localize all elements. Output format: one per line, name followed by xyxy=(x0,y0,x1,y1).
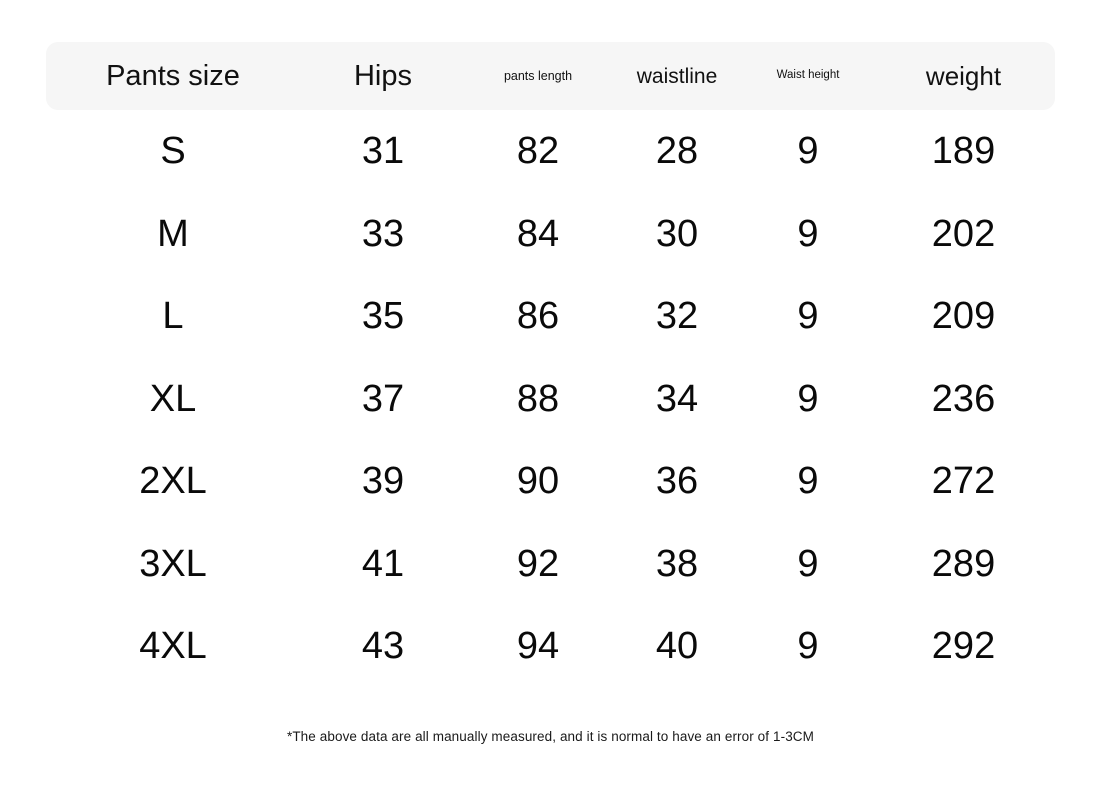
cell-hips: 43 xyxy=(361,625,405,668)
cell-waist-height: 9 xyxy=(797,625,819,668)
column-header-hips: Hips xyxy=(353,59,412,92)
cell-pants-length: 92 xyxy=(516,542,560,585)
cell-size: L xyxy=(162,295,184,338)
cell-size: 3XL xyxy=(139,542,207,585)
cell-waistline: 28 xyxy=(655,130,699,173)
table-row: S 31 82 28 9 189 xyxy=(46,110,1055,193)
column-header-waist-height: Waist height xyxy=(776,69,840,82)
table-body: S 31 82 28 9 189 M 33 84 30 9 202 L 35 8… xyxy=(46,110,1055,688)
cell-waist-height: 9 xyxy=(797,130,819,173)
cell-waist-height: 9 xyxy=(797,295,819,338)
cell-hips: 31 xyxy=(361,130,405,173)
cell-weight: 292 xyxy=(931,625,996,668)
cell-waistline: 38 xyxy=(655,542,699,585)
cell-size: 4XL xyxy=(139,625,207,668)
cell-weight: 236 xyxy=(931,377,996,420)
cell-weight: 289 xyxy=(931,542,996,585)
table-row: XL 37 88 34 9 236 xyxy=(46,358,1055,441)
cell-waistline: 34 xyxy=(655,377,699,420)
cell-hips: 37 xyxy=(361,377,405,420)
column-header-pants-size: Pants size xyxy=(106,59,240,92)
table-row: M 33 84 30 9 202 xyxy=(46,193,1055,276)
cell-weight: 189 xyxy=(931,130,996,173)
table-row: 2XL 39 90 36 9 272 xyxy=(46,440,1055,523)
size-chart-table: Pants size Hips pants length waistline W… xyxy=(46,42,1055,744)
cell-waistline: 32 xyxy=(655,295,699,338)
cell-weight: 272 xyxy=(931,460,996,503)
cell-hips: 33 xyxy=(361,212,405,255)
cell-hips: 41 xyxy=(361,542,405,585)
cell-waistline: 40 xyxy=(655,625,699,668)
cell-weight: 202 xyxy=(931,212,996,255)
table-row: L 35 86 32 9 209 xyxy=(46,275,1055,358)
cell-weight: 209 xyxy=(931,295,996,338)
cell-size: S xyxy=(160,130,186,173)
cell-pants-length: 90 xyxy=(516,460,560,503)
cell-hips: 39 xyxy=(361,460,405,503)
cell-pants-length: 84 xyxy=(516,212,560,255)
table-header-row: Pants size Hips pants length waistline W… xyxy=(46,42,1055,110)
cell-waist-height: 9 xyxy=(797,542,819,585)
table-row: 3XL 41 92 38 9 289 xyxy=(46,523,1055,606)
cell-size: M xyxy=(157,212,189,255)
column-header-pants-length: pants length xyxy=(503,68,573,83)
cell-waist-height: 9 xyxy=(797,212,819,255)
measurement-disclaimer-note: *The above data are all manually measure… xyxy=(286,729,815,744)
column-header-waistline: waistline xyxy=(636,64,718,88)
cell-pants-length: 88 xyxy=(516,377,560,420)
table-row: 4XL 43 94 40 9 292 xyxy=(46,605,1055,688)
cell-pants-length: 82 xyxy=(516,130,560,173)
cell-hips: 35 xyxy=(361,295,405,338)
cell-size: 2XL xyxy=(139,460,207,503)
cell-waist-height: 9 xyxy=(797,460,819,503)
cell-pants-length: 86 xyxy=(516,295,560,338)
cell-size: XL xyxy=(149,377,197,420)
column-header-weight: weight xyxy=(925,61,1002,91)
cell-waistline: 30 xyxy=(655,212,699,255)
cell-pants-length: 94 xyxy=(516,625,560,668)
cell-waistline: 36 xyxy=(655,460,699,503)
cell-waist-height: 9 xyxy=(797,377,819,420)
